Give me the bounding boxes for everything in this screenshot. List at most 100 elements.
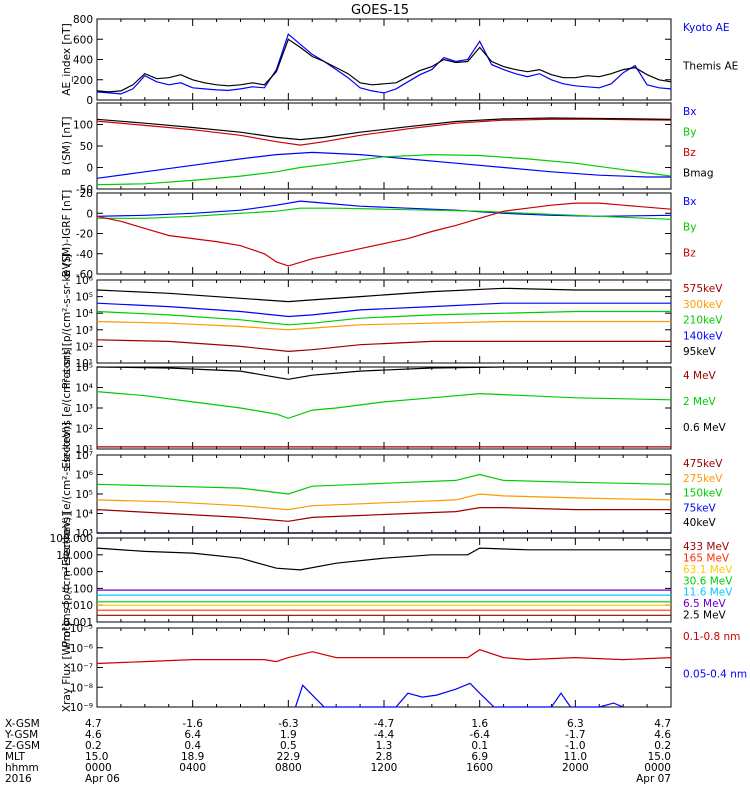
- y-tick-label: 20: [80, 188, 93, 200]
- y-axis-label: Electrons [e/(cm²-s-sr-keV)]: [61, 422, 73, 566]
- column-value: 11.0: [564, 751, 587, 763]
- legend-entry: 165 MeV: [683, 552, 730, 564]
- y-tick-label: 10⁷: [75, 450, 93, 462]
- column-value: -1.6: [182, 718, 203, 730]
- legend-entry: By: [683, 127, 696, 139]
- column-value: 0.2: [654, 740, 671, 752]
- y-tick-label: 10³: [75, 325, 93, 337]
- series-line: [96, 200, 672, 217]
- column-value: Apr 06: [85, 773, 120, 785]
- legend-entry: 0.6 MeV: [683, 422, 727, 434]
- column-value: 18.9: [181, 751, 204, 763]
- legend-entry: Bmag: [683, 168, 714, 180]
- series-line: [96, 320, 671, 331]
- legend-entry: 475keV: [683, 458, 723, 470]
- column-value: 0.4: [184, 740, 201, 752]
- series-line: [96, 649, 672, 665]
- column-value: 1600: [466, 762, 493, 774]
- y-tick-label: 10²: [75, 424, 93, 436]
- y-tick-label: 200: [73, 75, 93, 87]
- series-line: [96, 507, 671, 522]
- series-line: [96, 339, 671, 353]
- column-value: 4.7: [85, 718, 102, 730]
- y-axis-label: Xray Flux [W/m²]: [61, 623, 73, 712]
- column-value: -1.0: [565, 740, 586, 752]
- series-line: [96, 117, 672, 141]
- column-value: 0.5: [280, 740, 297, 752]
- y-tick-label: 10⁶: [75, 470, 93, 482]
- column-value: 0.2: [85, 740, 102, 752]
- y-tick-label: -20: [76, 229, 93, 241]
- y-axis-label: Electrons [e/(cm²-s-sr)]: [61, 347, 73, 468]
- legend-entry: 40keV: [683, 517, 717, 529]
- y-tick-label: -40: [76, 249, 93, 261]
- panel-frame: [96, 454, 672, 534]
- legend-entry: 210keV: [683, 315, 723, 327]
- series-line: [96, 547, 671, 571]
- legend-entry: Bz: [683, 247, 696, 259]
- column-value: 1.3: [376, 740, 393, 752]
- legend-entry: 0.1-0.8 nm: [683, 631, 740, 643]
- panel-frame: [96, 366, 672, 450]
- column-value: 1.6: [471, 718, 488, 730]
- legend-entry: 95keV: [683, 346, 717, 358]
- legend-entry: 30.6 MeV: [683, 575, 733, 587]
- series-line: [97, 207, 672, 220]
- legend-entry: Bz: [683, 147, 696, 159]
- column-value: -4.4: [374, 729, 395, 741]
- y-tick-label: 10⁻⁹: [70, 702, 93, 714]
- legend-entry: Themis AE: [682, 61, 738, 73]
- y-tick-label: 10¹: [75, 358, 93, 370]
- panel-frame: [96, 18, 672, 101]
- y-tick-label: 10⁻⁶: [70, 643, 93, 655]
- y-tick-label: 800: [73, 14, 93, 26]
- series-line: [96, 310, 671, 326]
- row-label: X-GSM: [5, 718, 40, 730]
- y-axis-label: B (SM)-IGRF [nT]: [61, 190, 73, 277]
- row-label: MLT: [5, 751, 25, 763]
- y-tick-label: 1.000: [63, 567, 93, 579]
- y-tick-label: 10³: [75, 403, 93, 415]
- y-tick-label: 10⁻⁷: [70, 663, 93, 675]
- y-tick-label: 10⁶: [75, 275, 93, 287]
- column-value: -1.7: [565, 729, 586, 741]
- series-line: [96, 118, 672, 146]
- panel-7: 0.001 0.010 0.100 1.000 10.000 100.000Protons…: [50, 513, 734, 648]
- row-label: 2016: [5, 773, 32, 785]
- legend-entry: 4 MeV: [683, 370, 717, 382]
- series-line: [96, 366, 671, 380]
- legend-entry: 150keV: [683, 488, 723, 500]
- y-tick-label: 0: [86, 95, 93, 107]
- y-tick-label: 400: [73, 55, 93, 67]
- y-tick-label: 0.100: [63, 583, 93, 595]
- column-value: -6.4: [469, 729, 490, 741]
- column-value: 6.9: [471, 751, 488, 763]
- y-tick-label: 50: [80, 141, 93, 153]
- column-value: 22.9: [277, 751, 300, 763]
- y-tick-label: -60: [76, 269, 93, 281]
- column-value: 2.8: [376, 751, 393, 763]
- column-value: 1200: [371, 762, 398, 774]
- y-tick-label: 10.000: [56, 550, 93, 562]
- column-value: 0400: [179, 762, 206, 774]
- legend-entry: 11.6 MeV: [683, 587, 733, 599]
- column-value: 0.1: [471, 740, 488, 752]
- y-tick-label: 0.001: [63, 617, 93, 629]
- series-line: [96, 473, 672, 495]
- legend-entry: 275keV: [683, 473, 723, 485]
- column-value: 4.7: [654, 718, 671, 730]
- series-line: [96, 287, 671, 303]
- panel-frame: [96, 537, 672, 623]
- legend-entry: 433 MeV: [683, 541, 730, 553]
- y-axis-label: AE_index [nT]: [61, 23, 73, 95]
- column-value: 4.6: [85, 729, 102, 741]
- panel-frame: [96, 192, 672, 275]
- y-tick-label: 10³: [75, 528, 93, 540]
- y-tick-label: 10⁴: [75, 308, 93, 320]
